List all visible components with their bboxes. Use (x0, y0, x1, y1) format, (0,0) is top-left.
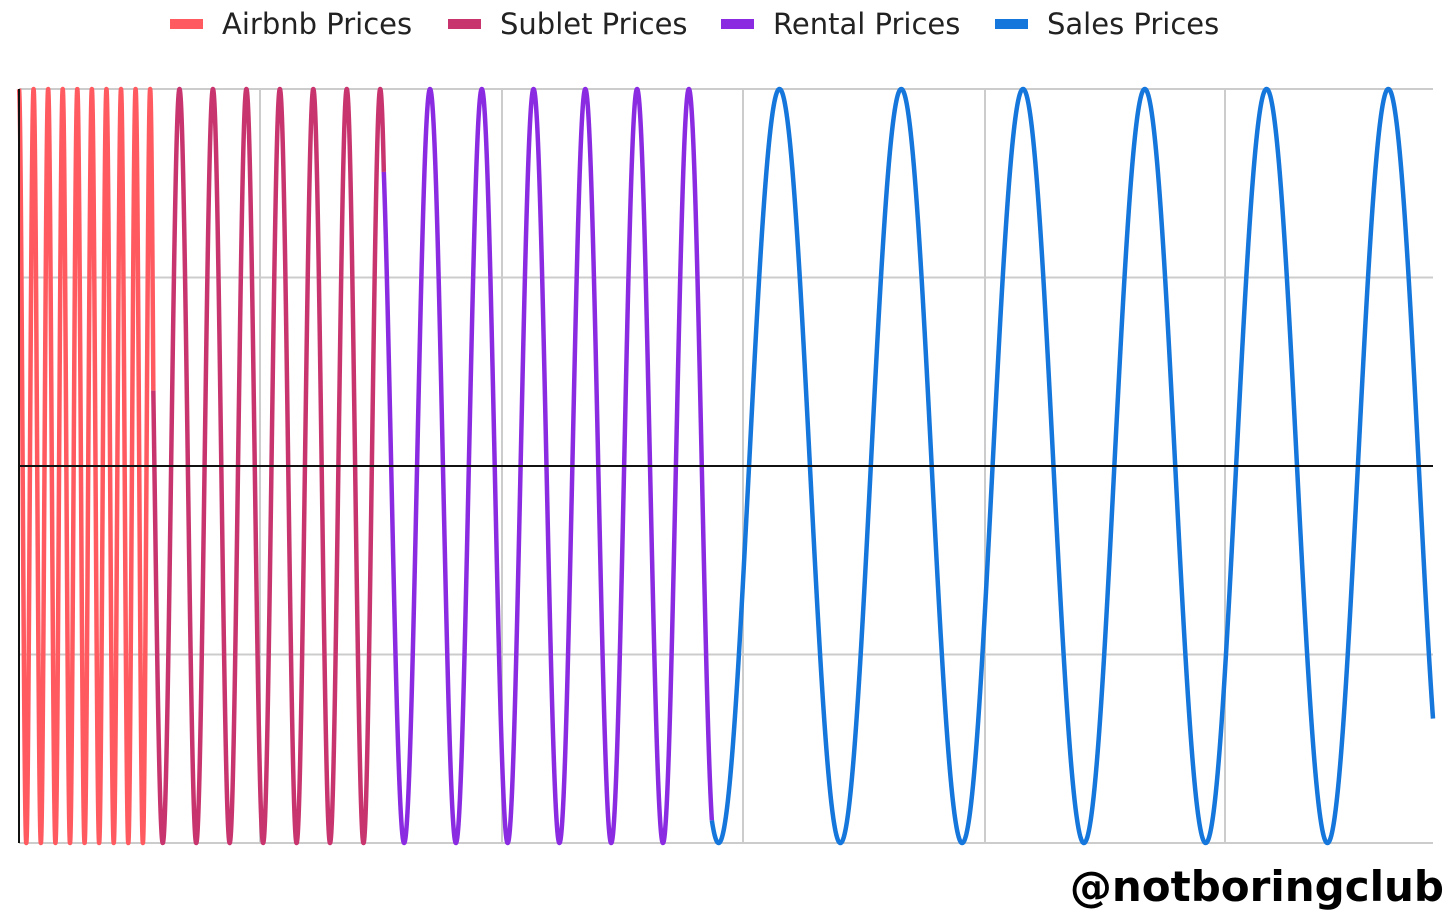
legend-swatch-airbnb-prices (170, 19, 203, 29)
legend-label-airbnb-prices: Airbnb Prices (222, 7, 412, 41)
series-line-rental-prices (381, 86, 715, 846)
series-line-sales-prices (709, 86, 1436, 846)
legend-label-sales-prices: Sales Prices (1047, 7, 1219, 41)
legend-swatch-sublet-prices (448, 19, 481, 29)
legend: Airbnb Prices Sublet Prices Rental Prices S… (170, 7, 1219, 41)
legend-swatch-rental-prices (721, 19, 754, 29)
series-lines (16, 86, 1436, 846)
series-line-airbnb-prices (16, 86, 156, 846)
legend-label-rental-prices: Rental Prices (773, 7, 960, 41)
legend-label-sublet-prices: Sublet Prices (500, 7, 688, 41)
legend-swatch-sales-prices (995, 19, 1028, 29)
axes (18, 89, 1433, 843)
watermark-handle: @notboringclub (1070, 862, 1444, 911)
series-line-sublet-prices (151, 86, 387, 846)
